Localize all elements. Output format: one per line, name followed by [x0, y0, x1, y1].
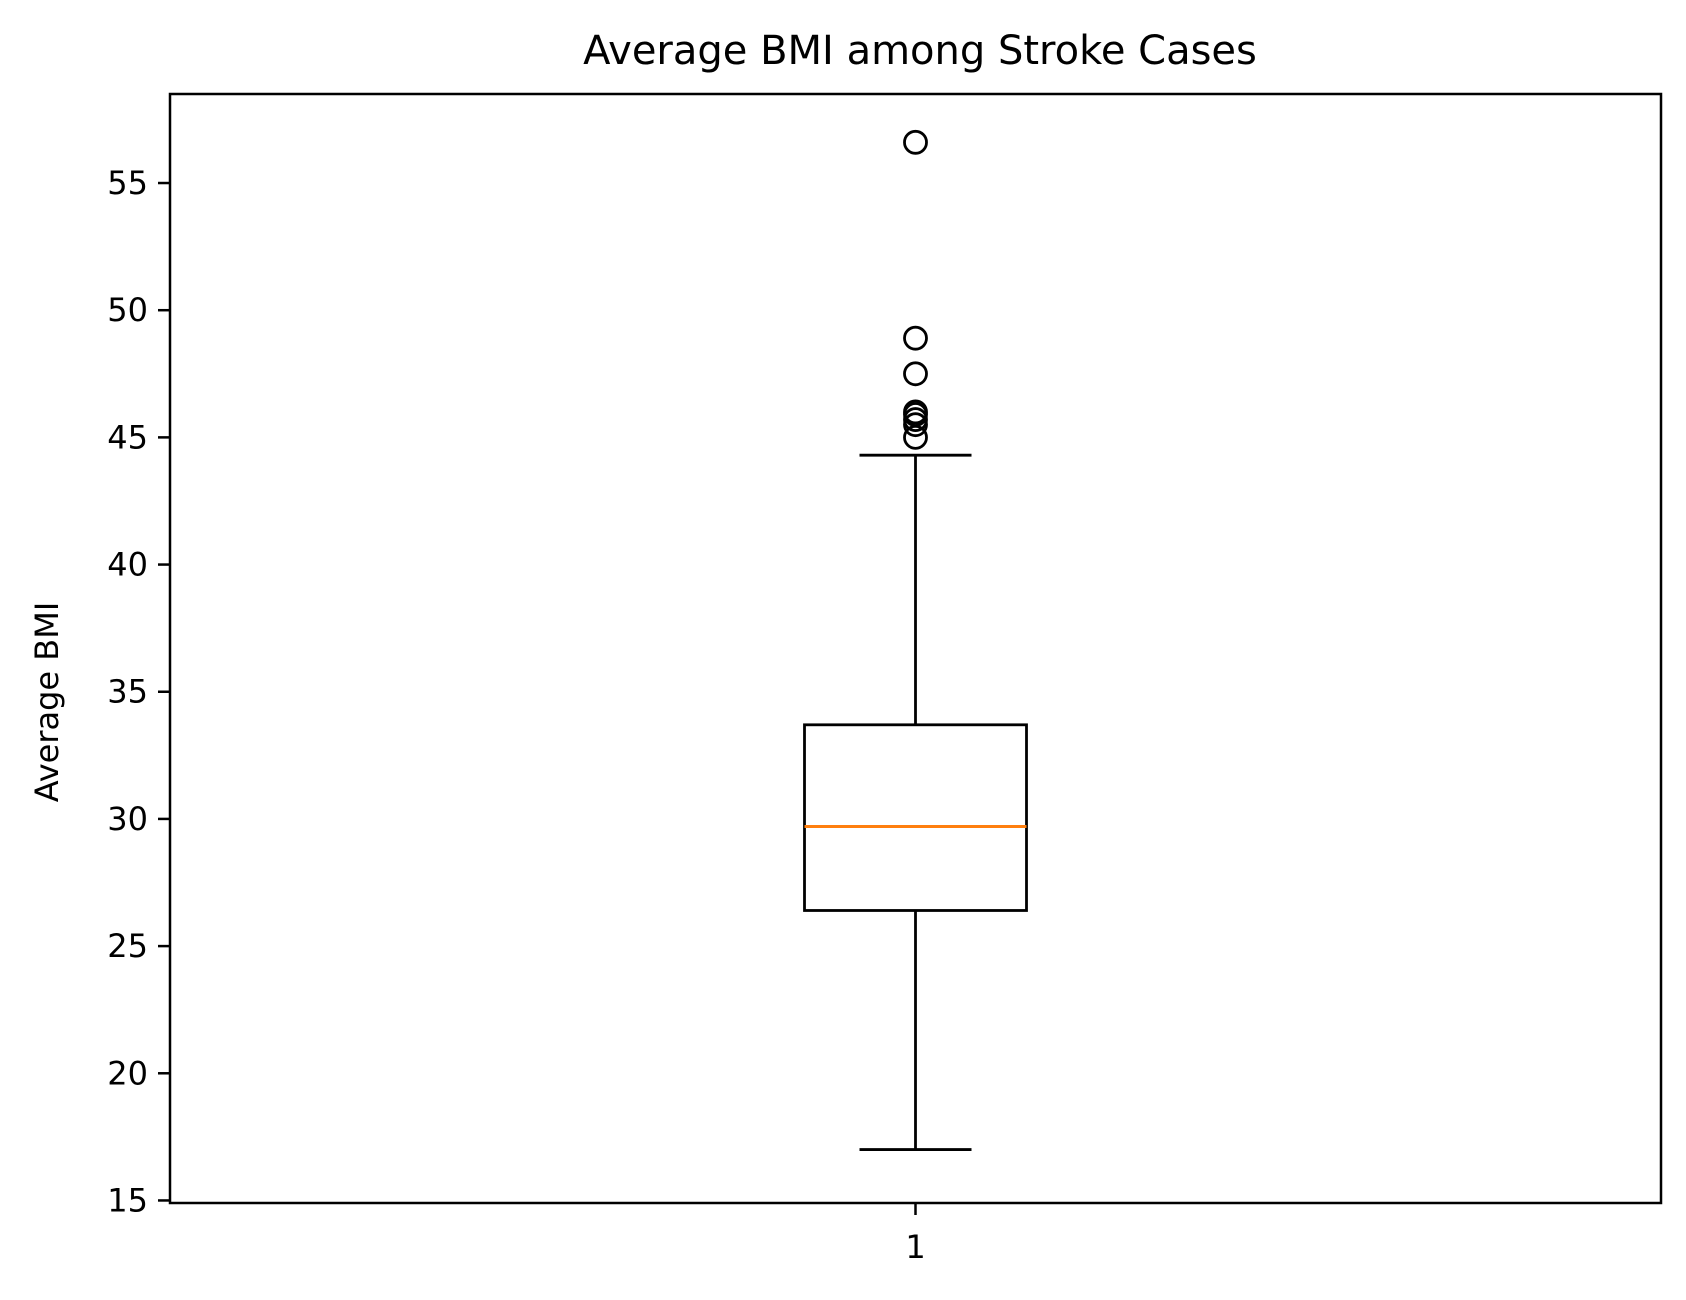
y-tick-label: 15 [107, 1181, 148, 1219]
outlier-point [903, 325, 928, 351]
outlier-point [903, 399, 928, 425]
y-tick-label: 35 [107, 673, 148, 711]
plot-frame [168, 92, 1663, 1205]
y-tick-label: 40 [107, 546, 148, 584]
iqr-box [803, 723, 1028, 912]
y-tick-label: 45 [107, 418, 148, 456]
x-tick-label: 1 [905, 1228, 925, 1266]
x-axis-ticks: 1 [905, 1203, 926, 1266]
outlier-point [903, 361, 928, 387]
y-tick-label: 25 [107, 927, 148, 965]
y-tick-label: 30 [107, 800, 148, 838]
y-tick-label: 20 [107, 1054, 148, 1092]
y-tick-label: 55 [107, 164, 148, 202]
outlier-point [903, 129, 928, 155]
y-axis-ticks: 15 20 25 30 35 40 45 50 55 [107, 164, 170, 1219]
box-group [803, 129, 1028, 1151]
y-tick-label: 50 [107, 291, 148, 329]
y-axis-label: Average BMI [28, 602, 66, 803]
chart-title: Average BMI among Stroke Cases [583, 28, 1257, 74]
